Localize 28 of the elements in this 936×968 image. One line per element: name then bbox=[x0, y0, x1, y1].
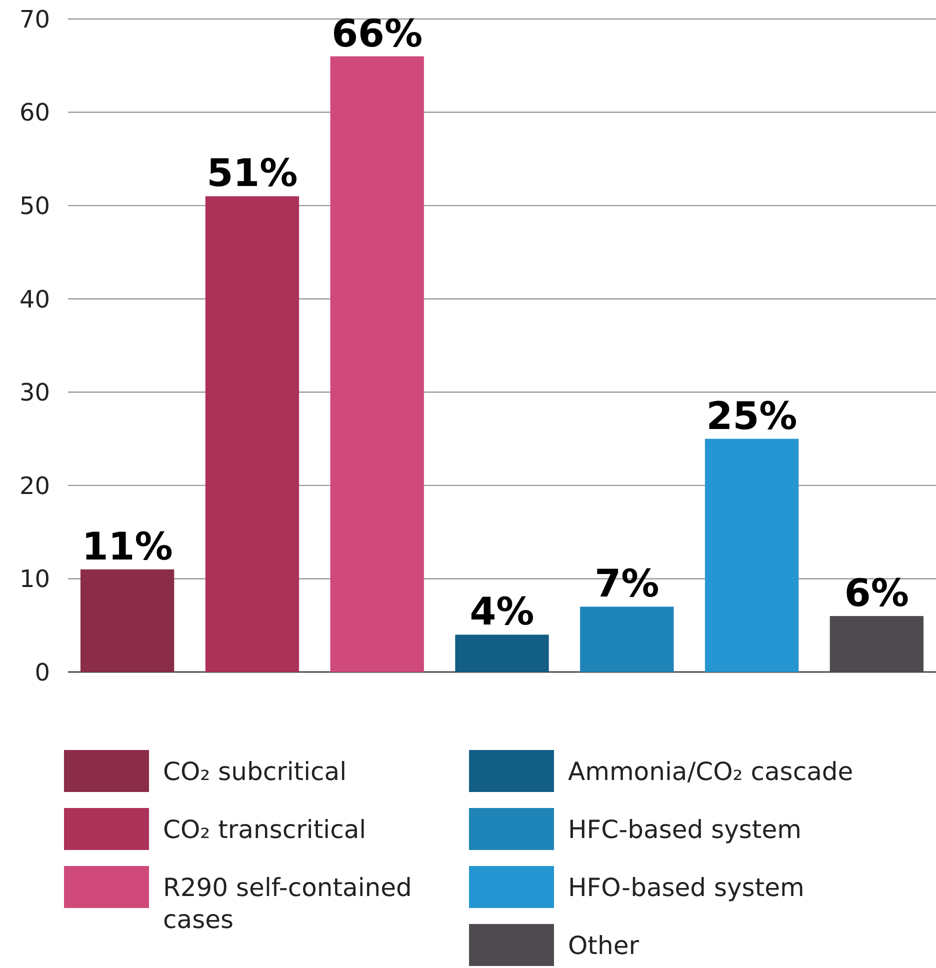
y-tick-label: 60 bbox=[19, 98, 50, 127]
data-label: 6% bbox=[844, 571, 909, 616]
legend-label: HFO-based system bbox=[568, 873, 804, 902]
data-label: 25% bbox=[706, 394, 798, 438]
bar bbox=[205, 196, 300, 672]
y-tick-label: 40 bbox=[19, 285, 50, 314]
bar bbox=[80, 569, 174, 672]
data-label: 4% bbox=[470, 590, 534, 634]
legend-label: CO₂ subcritical bbox=[163, 757, 347, 786]
y-tick-label: 20 bbox=[19, 472, 50, 500]
data-label: 11% bbox=[82, 524, 173, 568]
bar bbox=[455, 634, 549, 672]
bar bbox=[704, 438, 799, 672]
y-tick-label: 10 bbox=[19, 565, 50, 594]
y-tick-label: 50 bbox=[19, 192, 50, 220]
y-tick-label: 70 bbox=[19, 5, 50, 34]
data-label: 66% bbox=[332, 11, 423, 56]
legend-label: Other bbox=[568, 931, 640, 960]
y-tick-label: 0 bbox=[34, 658, 50, 686]
bar bbox=[580, 606, 674, 672]
legend-label: R290 self-contained cases bbox=[163, 873, 412, 934]
legend-label: HFC-based system bbox=[568, 815, 802, 844]
bar bbox=[330, 56, 424, 672]
data-label: 51% bbox=[206, 151, 298, 196]
data-label: 7% bbox=[594, 562, 660, 606]
y-tick-label: 30 bbox=[19, 378, 50, 407]
legend-label: CO₂ transcritical bbox=[163, 815, 366, 844]
legend-label: Ammonia/CO₂ cascade bbox=[568, 757, 854, 786]
